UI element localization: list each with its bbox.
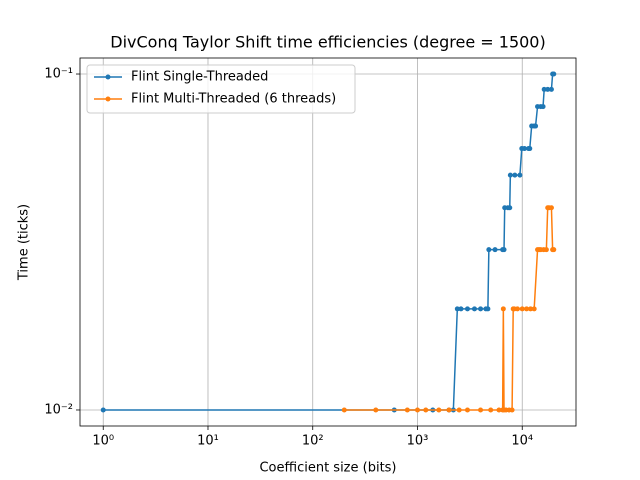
data-point (458, 306, 464, 312)
data-point (478, 407, 484, 413)
data-point (512, 172, 518, 178)
data-point (341, 407, 347, 413)
legend: Flint Single-Threaded Flint Multi-Threade… (86, 64, 356, 114)
data-point (492, 247, 498, 253)
data-point (496, 407, 502, 413)
data-point (464, 407, 470, 413)
legend-marker (105, 96, 111, 102)
data-point (514, 306, 520, 312)
data-point (100, 407, 106, 413)
data-point (446, 407, 452, 413)
x-axis-label: Coefficient size (bits) (259, 461, 396, 476)
data-point (486, 247, 492, 253)
data-point (478, 306, 484, 312)
data-point (543, 247, 549, 253)
legend-box (86, 64, 356, 114)
data-point (423, 407, 429, 413)
x-tick-label: 10³ (407, 434, 429, 449)
data-point (521, 146, 527, 152)
data-point (414, 407, 420, 413)
data-point (531, 306, 537, 312)
x-tick-label: 10⁰ (92, 434, 114, 449)
chart-title: DivConq Taylor Shift time efficiencies (… (110, 33, 545, 52)
data-point (548, 205, 554, 211)
data-point (456, 407, 462, 413)
data-point (545, 86, 551, 92)
data-point (551, 71, 557, 77)
legend-marker (105, 74, 111, 80)
data-point (471, 306, 477, 312)
data-point (527, 146, 533, 152)
x-tick-label: 10² (302, 434, 324, 449)
y-axis-label: Time (ticks) (17, 204, 32, 281)
y-tick-label: 10⁻¹ (44, 67, 73, 82)
data-point (540, 104, 546, 110)
data-point (533, 123, 539, 129)
data-point (454, 306, 460, 312)
data-point (551, 247, 557, 253)
data-point (436, 407, 442, 413)
data-point (507, 205, 513, 211)
legend-label: Flint Multi-Threaded (6 threads) (131, 92, 336, 107)
data-point (519, 306, 525, 312)
x-tick-label: 10¹ (197, 434, 219, 449)
data-point (507, 172, 513, 178)
data-point (500, 306, 506, 312)
x-tick-label: 10⁴ (511, 434, 533, 449)
data-point (509, 407, 515, 413)
data-point (464, 306, 470, 312)
data-point (488, 407, 494, 413)
data-point (548, 86, 554, 92)
data-point (373, 407, 379, 413)
y-tick-label: 10⁻² (44, 402, 73, 417)
data-point (524, 306, 530, 312)
data-point (485, 306, 491, 312)
data-point (541, 86, 547, 92)
data-point (501, 247, 507, 253)
plot-frame (79, 57, 577, 427)
data-point (404, 407, 410, 413)
data-point (528, 306, 534, 312)
data-point (517, 172, 523, 178)
legend-label: Flint Single-Threaded (131, 70, 268, 85)
